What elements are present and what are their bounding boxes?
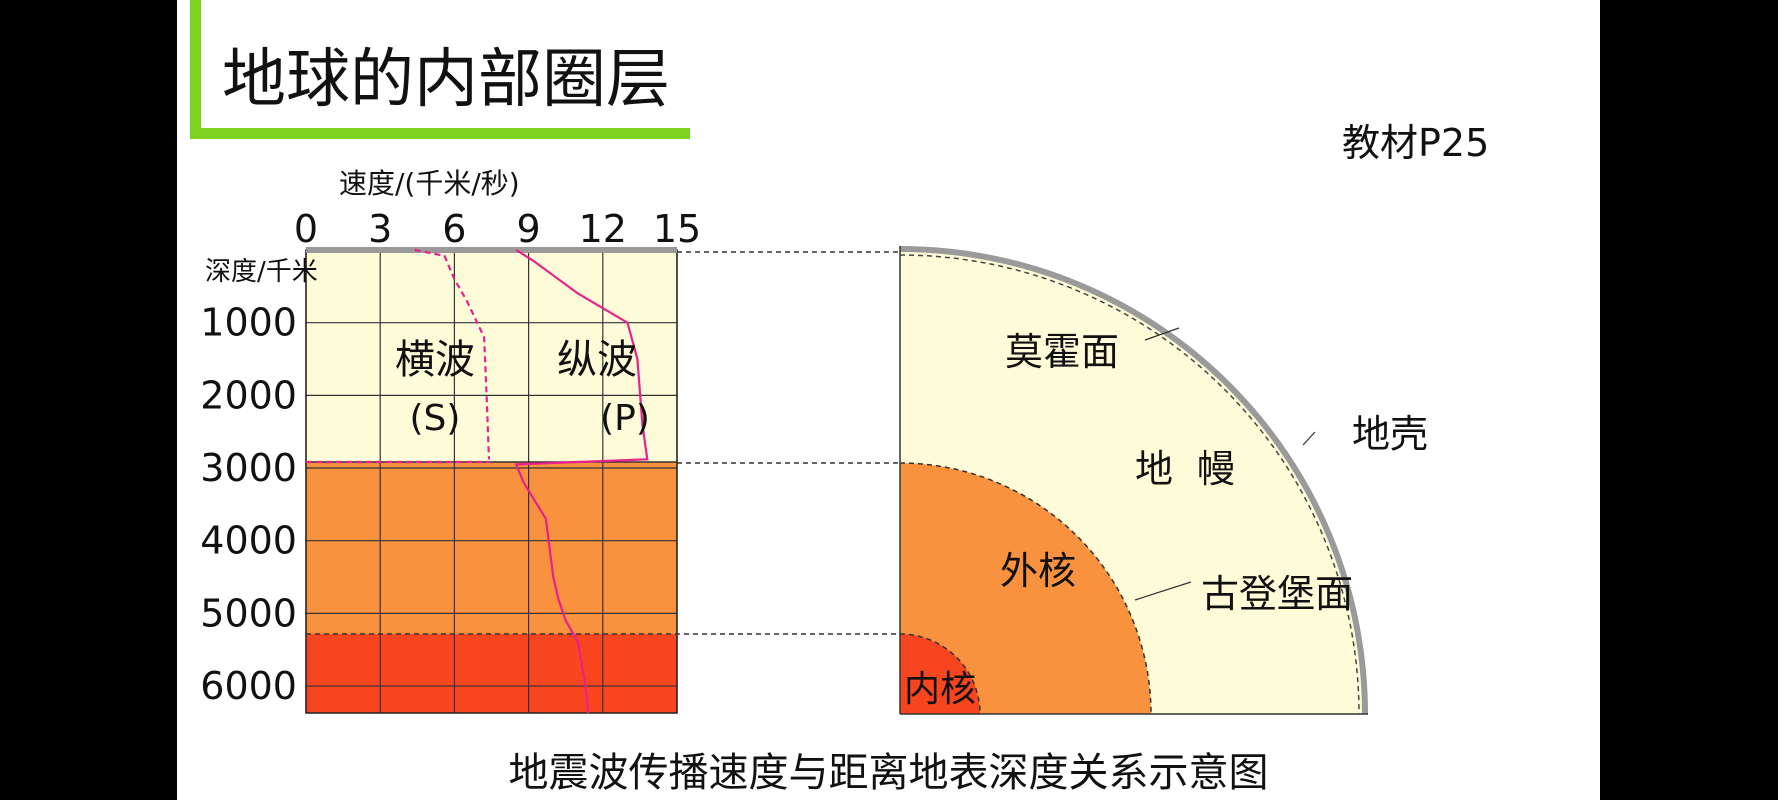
y-tick-label: 5000 [200, 591, 297, 635]
y-tick-labels: 1000 2000 3000 4000 5000 6000 [200, 301, 297, 708]
inner-core-zone [306, 634, 677, 713]
s-wave-curve [414, 248, 491, 460]
y-tick-label: 1000 [200, 301, 297, 345]
p-wave-symbol: (P) [600, 398, 650, 439]
outer-core-zone [306, 462, 677, 634]
title-underline [190, 128, 690, 139]
p-wave-label: 纵波 [557, 337, 637, 383]
figure-caption: 地震波传播速度与距离地表深度关系示意图 [508, 750, 1269, 796]
moho-boundary [899, 254, 1360, 715]
title-accent-bar [190, 0, 201, 139]
x-tick-label: 0 [294, 207, 318, 251]
x-tick-label: 12 [579, 207, 627, 251]
y-tick-label: 4000 [200, 519, 297, 563]
outer-core-label: 外核 [1000, 549, 1076, 593]
inner-core-label: 内核 [904, 669, 976, 710]
inner-core-boundary [899, 633, 981, 715]
y-axis-title: 深度/千米 [205, 257, 318, 287]
inner-core-layer [900, 634, 980, 714]
textbook-reference: 教材P25 [1342, 121, 1490, 165]
x-axis-title: 速度/(千米/秒) [339, 167, 520, 200]
outer-core-layer [900, 463, 1151, 714]
mantle-zone [306, 250, 677, 462]
gutenberg-boundary [899, 462, 1152, 715]
y-tick-label: 3000 [200, 446, 297, 490]
gutenberg-leader [1134, 581, 1192, 601]
slide: 地球的内部圈层 教材P25 0 3 6 9 12 15 1000 2000 3000 4000 5… [177, 0, 1600, 800]
earth-structure-figure: 0 3 6 9 12 15 1000 2000 3000 4000 5000 6000 速度/(千米… [200, 167, 1428, 715]
x-tick-label: 6 [442, 207, 466, 251]
earth-cross-section: 莫霍面 地壳 地 幔 外核 古登堡面 内核 [899, 246, 1428, 715]
gutenberg-label: 古登堡面 [1201, 572, 1353, 616]
x-tick-labels: 0 3 6 9 12 15 [294, 207, 701, 251]
mantle-label: 地 幔 [1135, 447, 1235, 491]
y-tick-label: 6000 [200, 664, 297, 708]
x-tick-label: 3 [368, 207, 392, 251]
moho-leader [1144, 327, 1180, 341]
p-wave-curve [514, 249, 649, 714]
crust-leader [1302, 431, 1316, 446]
s-wave-symbol: (S) [410, 398, 461, 439]
velocity-depth-chart: 0 3 6 9 12 15 1000 2000 3000 4000 5000 6000 速度/(千米… [200, 167, 701, 714]
x-tick-label: 9 [517, 207, 541, 251]
moho-label: 莫霍面 [1005, 330, 1119, 374]
y-tick-label: 2000 [200, 373, 297, 417]
s-wave-label: 横波 [395, 337, 475, 383]
page-title: 地球的内部圈层 [222, 43, 670, 117]
x-tick-label: 15 [653, 207, 701, 251]
crust-label: 地壳 [1352, 412, 1428, 456]
